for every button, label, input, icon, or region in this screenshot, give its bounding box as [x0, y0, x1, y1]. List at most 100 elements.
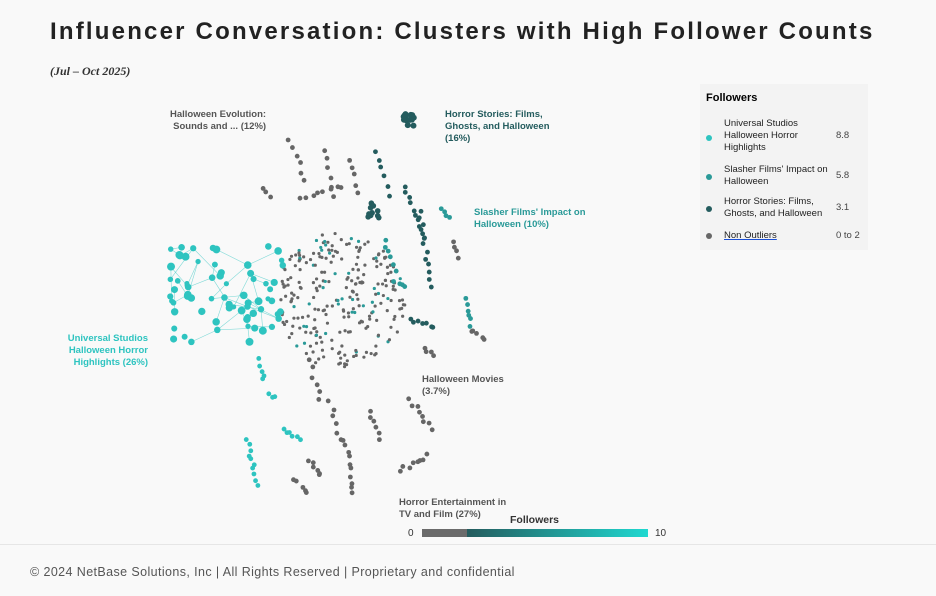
- node[interactable]: [375, 214, 382, 221]
- node[interactable]: [329, 260, 333, 264]
- node[interactable]: [171, 286, 178, 294]
- node[interactable]: [418, 208, 424, 214]
- node[interactable]: [349, 165, 355, 171]
- node[interactable]: [370, 300, 374, 304]
- network-graph[interactable]: [0, 0, 936, 545]
- node[interactable]: [298, 170, 304, 176]
- node[interactable]: [322, 308, 326, 312]
- cluster-label-halloween-evolution[interactable]: Halloween Evolution: Sounds and ... (12%): [170, 109, 266, 133]
- node[interactable]: [195, 258, 201, 265]
- node[interactable]: [331, 407, 337, 413]
- node[interactable]: [340, 437, 346, 443]
- node[interactable]: [327, 248, 331, 252]
- node[interactable]: [413, 212, 418, 218]
- node[interactable]: [350, 297, 355, 302]
- node[interactable]: [364, 350, 369, 355]
- node[interactable]: [223, 281, 229, 287]
- node[interactable]: [298, 256, 302, 260]
- node[interactable]: [300, 315, 305, 319]
- node[interactable]: [373, 304, 377, 308]
- cluster-label-universal-studios[interactable]: Universal Studios Halloween Horror Highlig…: [60, 333, 148, 369]
- node[interactable]: [355, 190, 361, 196]
- node[interactable]: [340, 257, 344, 261]
- node[interactable]: [267, 286, 274, 293]
- node[interactable]: [302, 255, 306, 259]
- node[interactable]: [187, 294, 196, 302]
- node[interactable]: [385, 184, 391, 189]
- node[interactable]: [463, 295, 469, 301]
- node[interactable]: [392, 317, 396, 321]
- node[interactable]: [296, 296, 300, 300]
- node[interactable]: [356, 276, 360, 280]
- node[interactable]: [393, 288, 397, 292]
- node[interactable]: [347, 271, 351, 275]
- node[interactable]: [316, 308, 321, 312]
- node[interactable]: [406, 396, 412, 402]
- node[interactable]: [362, 273, 366, 277]
- node[interactable]: [302, 341, 307, 345]
- node[interactable]: [324, 155, 330, 161]
- node[interactable]: [309, 331, 313, 335]
- node[interactable]: [292, 293, 296, 297]
- node[interactable]: [338, 185, 344, 190]
- node[interactable]: [342, 365, 347, 369]
- node[interactable]: [389, 325, 393, 329]
- node[interactable]: [284, 294, 288, 298]
- node[interactable]: [370, 203, 377, 209]
- node[interactable]: [343, 329, 347, 333]
- node[interactable]: [407, 465, 413, 471]
- node[interactable]: [409, 403, 415, 409]
- node[interactable]: [417, 409, 422, 415]
- node[interactable]: [426, 269, 432, 275]
- node[interactable]: [343, 353, 347, 357]
- node[interactable]: [336, 298, 340, 303]
- node[interactable]: [443, 213, 449, 219]
- node[interactable]: [351, 307, 355, 311]
- node[interactable]: [375, 265, 379, 269]
- node[interactable]: [314, 361, 318, 365]
- node[interactable]: [400, 113, 407, 120]
- node[interactable]: [407, 195, 413, 200]
- node[interactable]: [426, 420, 432, 426]
- node[interactable]: [331, 254, 335, 258]
- node[interactable]: [387, 254, 393, 260]
- node[interactable]: [321, 286, 325, 290]
- node[interactable]: [312, 295, 316, 300]
- node[interactable]: [467, 324, 473, 329]
- node[interactable]: [266, 391, 272, 397]
- node[interactable]: [301, 177, 307, 183]
- node[interactable]: [349, 490, 355, 496]
- node[interactable]: [251, 324, 259, 332]
- node[interactable]: [376, 430, 382, 436]
- node[interactable]: [420, 321, 425, 326]
- legend-item[interactable]: Universal Studios Halloween Horror Highl…: [700, 118, 868, 158]
- node[interactable]: [455, 255, 461, 261]
- node[interactable]: [274, 247, 282, 255]
- node[interactable]: [289, 276, 293, 280]
- node[interactable]: [212, 318, 220, 326]
- node[interactable]: [352, 354, 356, 359]
- node[interactable]: [358, 246, 362, 250]
- node[interactable]: [327, 279, 331, 284]
- node[interactable]: [251, 471, 257, 477]
- node[interactable]: [468, 316, 473, 321]
- node[interactable]: [325, 304, 329, 308]
- node[interactable]: [334, 430, 340, 436]
- node[interactable]: [389, 298, 393, 303]
- node[interactable]: [184, 282, 190, 289]
- node[interactable]: [354, 245, 359, 249]
- node[interactable]: [387, 193, 392, 199]
- node[interactable]: [402, 184, 408, 190]
- node[interactable]: [356, 268, 361, 272]
- node[interactable]: [167, 262, 176, 271]
- node[interactable]: [353, 310, 357, 315]
- node[interactable]: [400, 464, 406, 469]
- node[interactable]: [306, 458, 311, 464]
- node[interactable]: [371, 418, 377, 424]
- node[interactable]: [320, 233, 324, 237]
- node[interactable]: [314, 277, 319, 281]
- node[interactable]: [367, 314, 372, 318]
- node[interactable]: [390, 262, 396, 268]
- node[interactable]: [363, 242, 367, 246]
- node[interactable]: [379, 262, 383, 266]
